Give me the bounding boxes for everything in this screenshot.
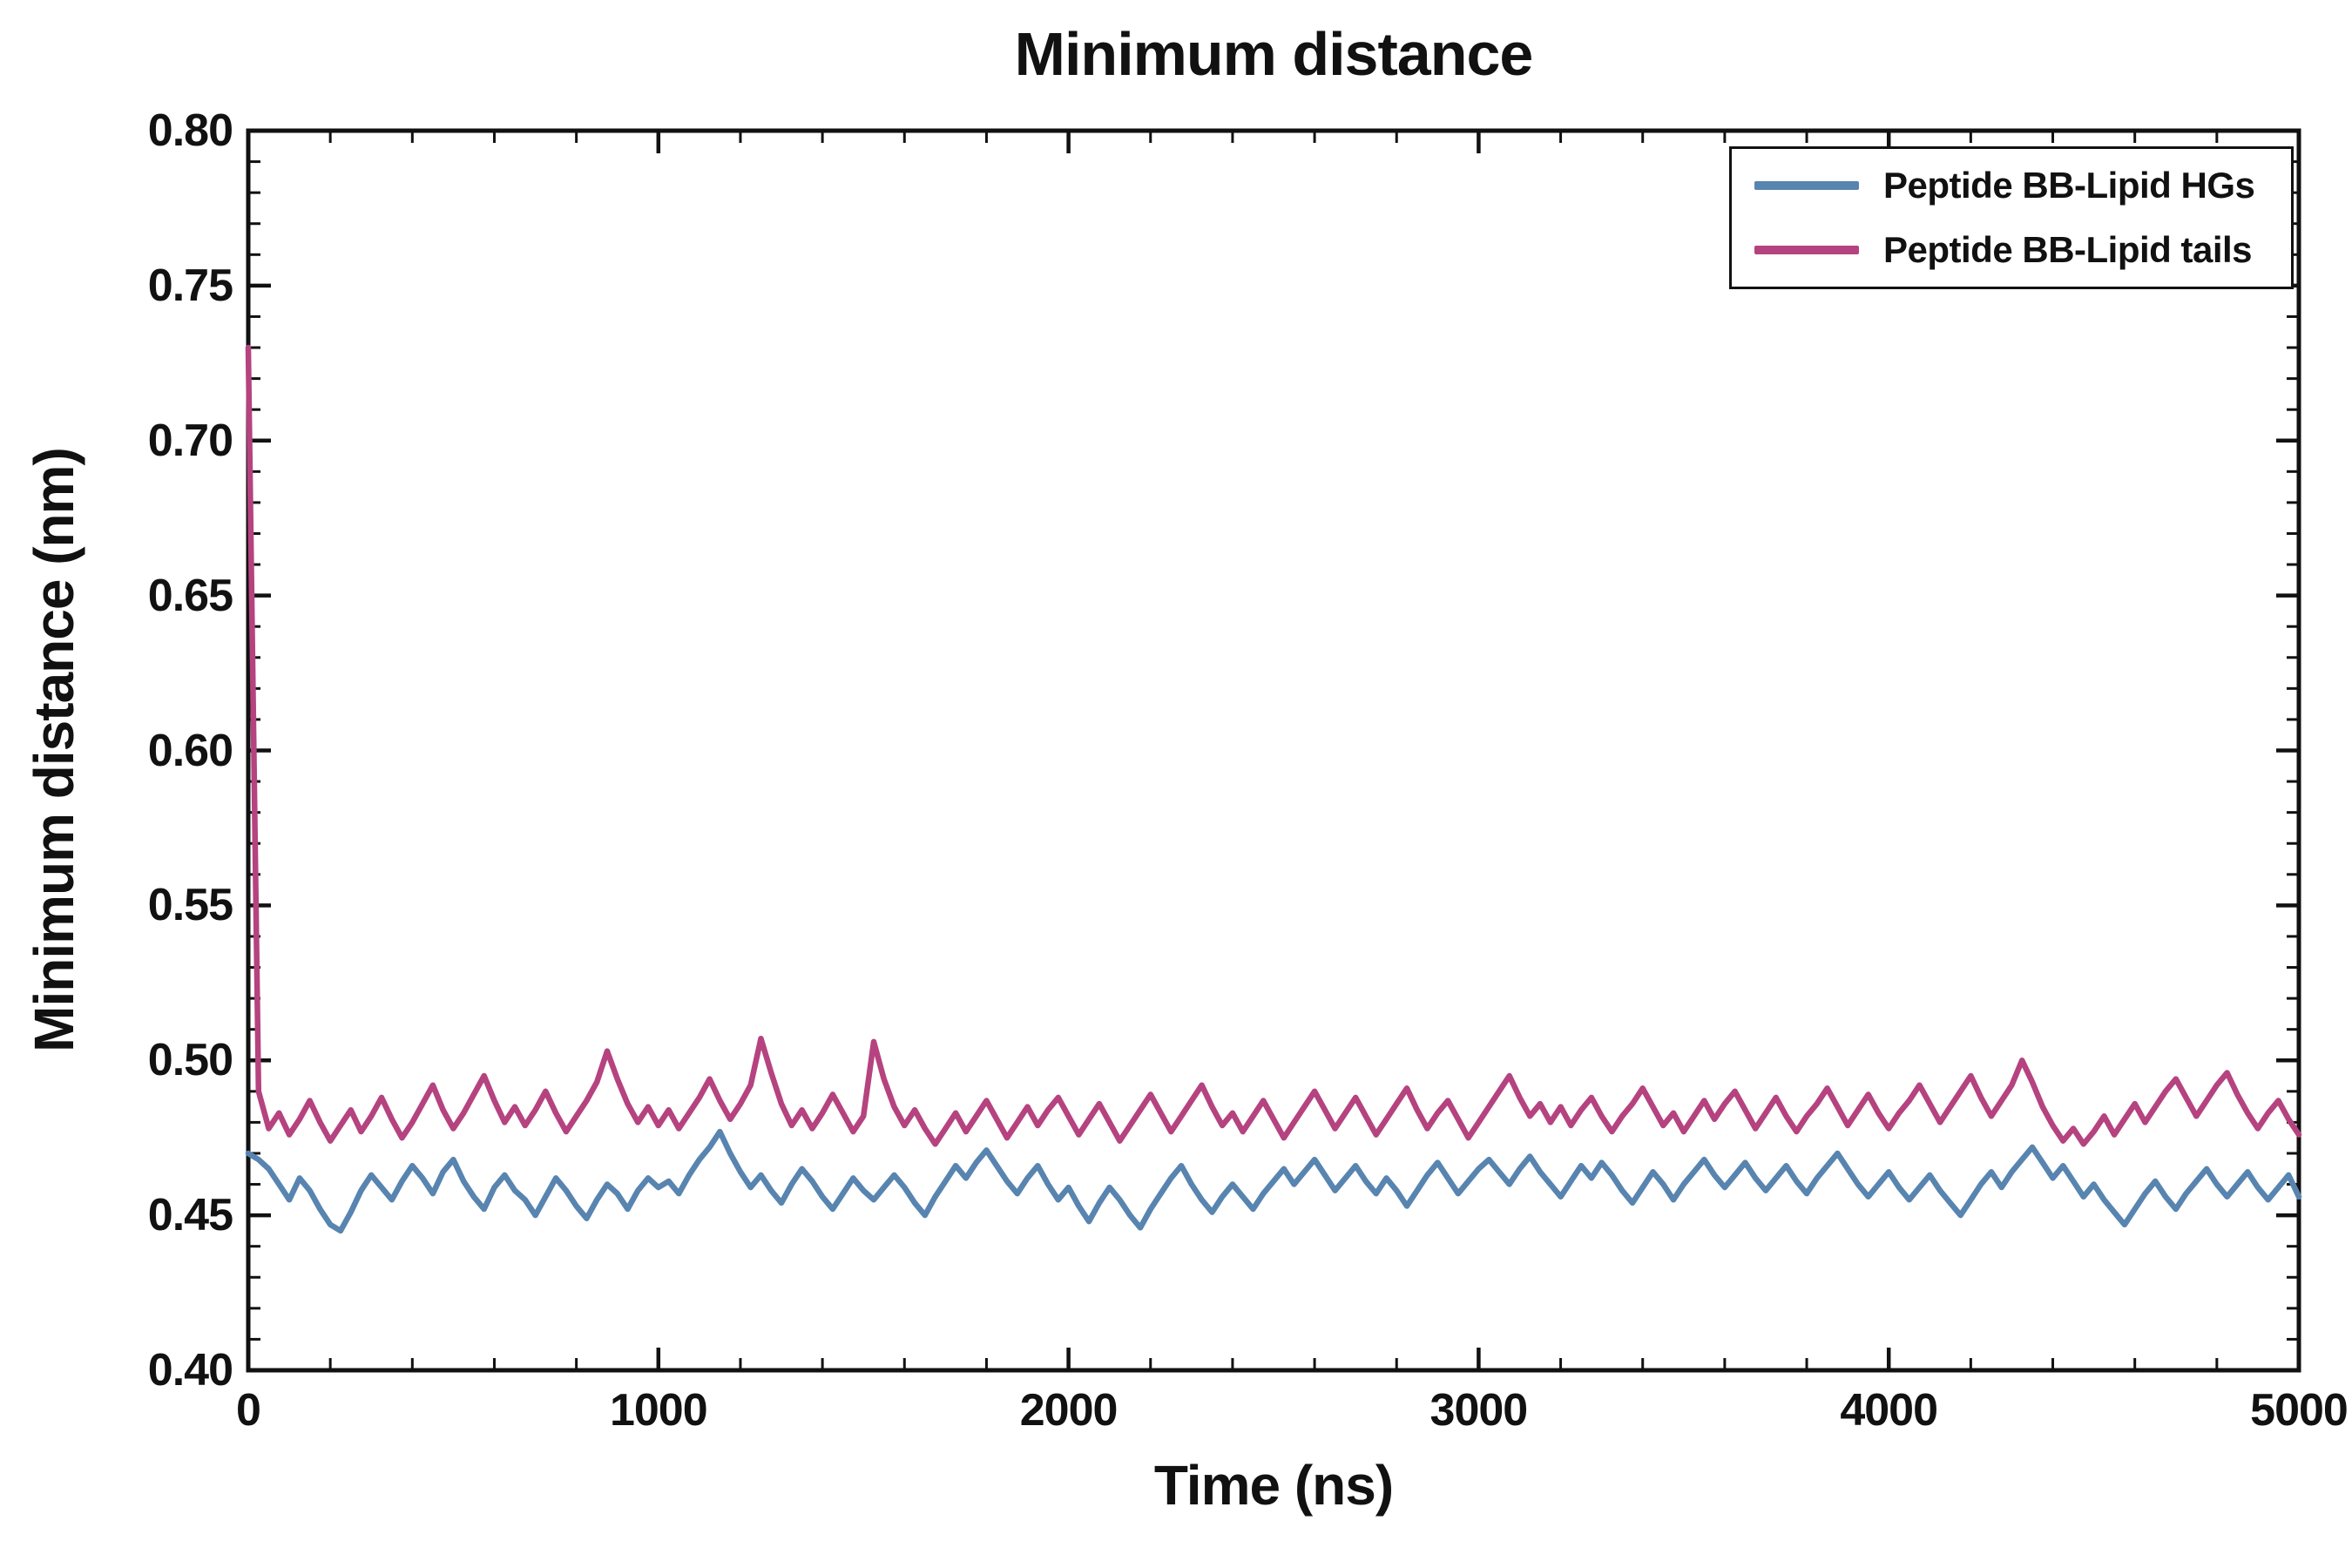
y-tick-label: 0.75 [147, 260, 233, 311]
x-tick-label: 5000 [2250, 1385, 2349, 1436]
legend-item-peptide-bb-lipid-tails: Peptide BB-Lipid tails [1754, 229, 2268, 271]
legend-item-peptide-bb-lipid-hgs: Peptide BB-Lipid HGs [1754, 165, 2268, 206]
chart-title: Minimum distance [1014, 20, 1534, 88]
y-tick-label: 0.70 [147, 415, 233, 466]
y-tick-label: 0.40 [147, 1345, 233, 1396]
x-tick-label: 1000 [609, 1385, 708, 1436]
legend-line-swatch-hgs [1754, 181, 1859, 190]
legend-label-hgs: Peptide BB-Lipid HGs [1883, 165, 2255, 206]
y-tick-label: 0.60 [147, 725, 233, 776]
y-tick-label: 0.55 [147, 880, 233, 931]
series-line-1 [245, 344, 2302, 1147]
y-tick-label: 0.65 [147, 570, 233, 621]
x-tick-label: 2000 [1019, 1385, 1119, 1436]
legend-line-swatch-tails [1754, 246, 1859, 254]
x-tick-label: 3000 [1429, 1385, 1529, 1436]
legend: Peptide BB-Lipid HGs Peptide BB-Lipid ta… [1729, 146, 2294, 289]
y-tick-label: 0.45 [147, 1190, 233, 1241]
x-tick-label: 0 [236, 1385, 261, 1436]
y-tick-label: 0.50 [147, 1035, 233, 1086]
series-line-0 [245, 1128, 2302, 1234]
x-axis-label: Time (ns) [1153, 1454, 1394, 1517]
y-tick-label: 0.80 [147, 105, 233, 156]
legend-label-tails: Peptide BB-Lipid tails [1883, 229, 2253, 270]
x-tick-label: 4000 [1840, 1385, 1938, 1436]
